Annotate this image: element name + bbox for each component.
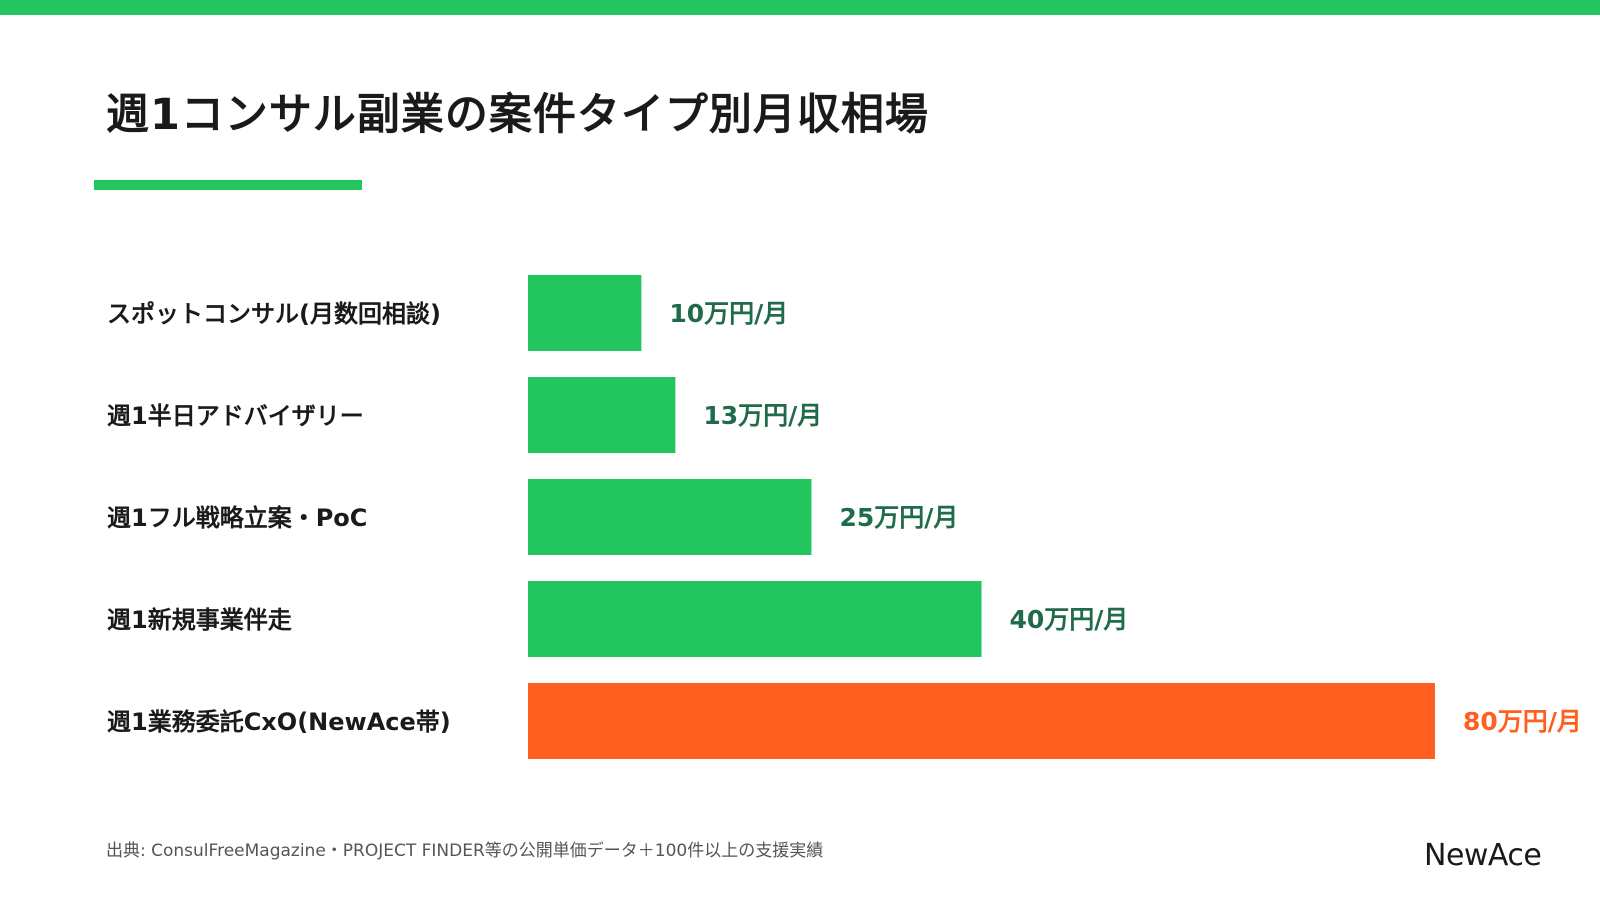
value-label: 10万円/月	[669, 299, 788, 328]
category-label: 週1半日アドバイザリー	[107, 402, 364, 430]
value-label: 25万円/月	[839, 503, 958, 532]
bar	[528, 581, 982, 657]
bar	[528, 479, 812, 555]
value-label: 40万円/月	[1010, 605, 1129, 634]
newace-logo: NewAce	[1424, 838, 1542, 873]
category-label: 週1業務委託CxO(NewAce帯)	[107, 708, 451, 736]
category-label: スポットコンサル(月数回相談)	[107, 300, 441, 328]
category-label: 週1フル戦略立案・PoC	[107, 504, 367, 532]
page-title: 週1コンサル副業の案件タイプ別月収相場	[106, 90, 929, 140]
value-label: 13万円/月	[703, 401, 822, 430]
title-underline	[94, 180, 362, 190]
bar	[528, 377, 676, 453]
top-accent-bar	[0, 0, 1600, 15]
category-label: 週1新規事業伴走	[107, 606, 292, 634]
source-note: 出典: ConsulFreeMagazine・PROJECT FINDER等の公…	[106, 841, 824, 861]
value-label: 80万円/月	[1463, 707, 1582, 736]
bar	[528, 275, 642, 351]
bar	[528, 683, 1435, 759]
